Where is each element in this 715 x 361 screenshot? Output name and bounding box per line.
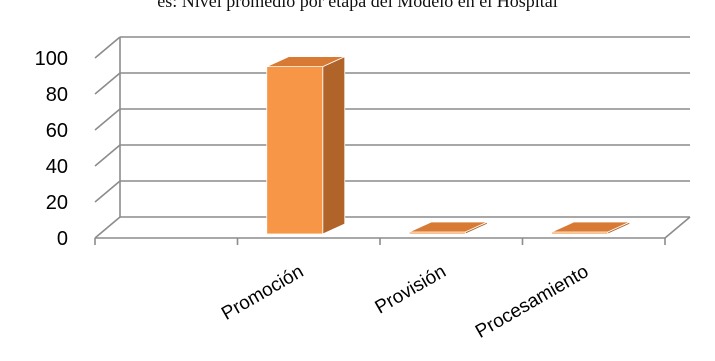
bar xyxy=(266,66,324,235)
x-tick-label: Promoción xyxy=(218,261,307,325)
y-tick-label: 100 xyxy=(35,48,68,70)
gridline-diagonal xyxy=(94,36,121,59)
chart-caption: es: Nivel promedio por etapa del Modelo … xyxy=(157,0,558,11)
bar-top xyxy=(409,221,488,233)
gridline-diagonal xyxy=(94,72,121,95)
bar-top xyxy=(266,56,345,67)
y-tick-label: 20 xyxy=(46,192,68,214)
y-tick-label: 80 xyxy=(46,84,68,106)
y-tick-label: 40 xyxy=(46,156,68,178)
gridline-diagonal xyxy=(94,216,121,239)
floor-right-edge xyxy=(664,216,691,239)
bar-side xyxy=(322,55,346,235)
gridline-diagonal xyxy=(94,108,121,131)
y-tick-label: 60 xyxy=(46,120,68,142)
x-tick-label: Provisión xyxy=(372,261,450,318)
y-tick-label: 0 xyxy=(57,228,68,250)
gridline-diagonal xyxy=(94,180,121,203)
gridline-diagonal xyxy=(94,144,121,167)
x-tick-label: Procesamiento xyxy=(472,261,592,343)
bar-top xyxy=(551,221,630,233)
